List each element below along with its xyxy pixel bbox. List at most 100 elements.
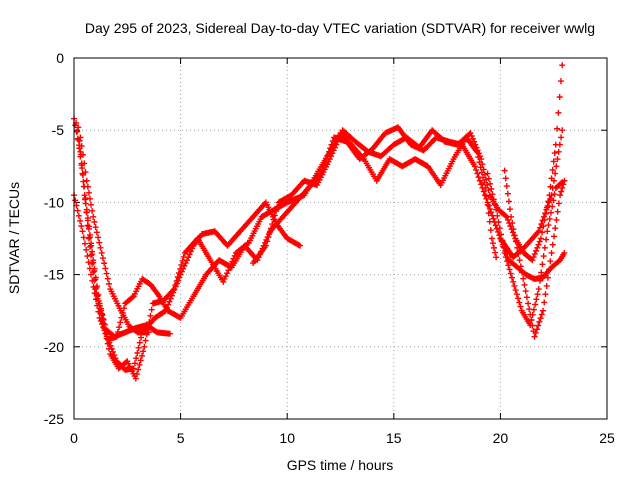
data-point	[489, 212, 496, 219]
data-point	[546, 192, 553, 199]
data-point	[138, 352, 145, 359]
plot-frame	[73, 57, 608, 420]
data-point	[100, 324, 107, 331]
data-point	[471, 163, 478, 170]
data-point	[549, 166, 556, 173]
data-point	[512, 238, 519, 245]
data-point	[102, 265, 109, 272]
data-point	[85, 225, 92, 232]
data-point	[540, 253, 547, 260]
data-point	[72, 197, 79, 204]
data-point	[274, 203, 281, 210]
x-axis-label: GPS time / hours	[287, 457, 394, 473]
data-point	[91, 290, 98, 297]
data-point	[494, 212, 501, 219]
data-point	[527, 322, 534, 329]
data-point	[91, 218, 98, 225]
data-point	[515, 250, 522, 257]
data-point	[477, 153, 484, 160]
data-point	[84, 253, 91, 260]
data-point	[106, 345, 113, 352]
data-point	[510, 226, 517, 233]
data-point	[534, 291, 541, 298]
data-point	[78, 143, 85, 150]
data-point	[558, 188, 565, 195]
data-point	[487, 227, 494, 234]
data-point	[173, 278, 180, 285]
data-point	[74, 207, 81, 214]
data-point	[478, 169, 485, 176]
data-point	[476, 159, 483, 166]
data-point	[86, 265, 93, 272]
data-point	[538, 269, 545, 276]
data-point	[514, 244, 521, 251]
data-point	[485, 202, 492, 209]
data-point	[505, 198, 512, 205]
data-point	[117, 319, 124, 326]
data-point	[88, 242, 95, 249]
data-point	[507, 270, 514, 277]
data-point	[148, 306, 155, 313]
data-point	[138, 334, 145, 341]
data-point	[331, 144, 338, 151]
data-point	[535, 322, 542, 329]
data-point	[129, 294, 136, 301]
data-point	[489, 240, 496, 247]
data-point	[554, 156, 561, 163]
data-point	[76, 137, 83, 144]
data-point	[559, 184, 566, 191]
data-point	[98, 307, 105, 314]
data-point	[100, 316, 107, 323]
data-point	[511, 232, 518, 239]
x-tick-label: 20	[493, 430, 509, 446]
data-point	[86, 234, 93, 241]
data-point	[478, 181, 485, 188]
y-axis-label: SDTVAR / TECUs	[6, 182, 22, 294]
data-point	[262, 242, 269, 249]
data-point	[94, 293, 101, 300]
data-point	[85, 189, 92, 196]
data-point	[83, 246, 90, 253]
data-point	[80, 178, 87, 185]
data-point	[473, 166, 480, 173]
data-point	[174, 274, 181, 281]
data-point	[472, 141, 479, 148]
data-point	[79, 151, 86, 158]
data-point	[83, 209, 90, 216]
data-point	[475, 150, 482, 157]
data-point	[114, 328, 121, 335]
data-point	[182, 260, 189, 267]
data-point	[296, 242, 303, 249]
data-point	[554, 125, 561, 132]
x-tick-label: 0	[70, 430, 78, 446]
data-point	[484, 181, 491, 188]
data-point	[543, 204, 550, 211]
data-point	[183, 257, 190, 264]
data-point	[541, 244, 548, 251]
data-point	[504, 254, 511, 261]
data-point	[180, 253, 187, 260]
data-point	[266, 229, 273, 236]
data-point	[265, 234, 272, 241]
data-point	[510, 278, 517, 285]
data-point	[499, 241, 506, 248]
data-point	[471, 138, 478, 145]
data-point	[561, 249, 568, 256]
data-point	[135, 366, 142, 373]
data-point	[91, 267, 98, 274]
data-point	[545, 198, 552, 205]
data-point	[531, 250, 538, 257]
data-point	[546, 199, 553, 206]
data-point	[481, 171, 488, 178]
data-point	[551, 150, 558, 157]
data-point	[559, 127, 566, 134]
data-point	[492, 249, 499, 256]
data-series	[497, 235, 568, 282]
data-point	[177, 265, 184, 272]
data-point	[503, 183, 510, 190]
data-point	[521, 281, 528, 288]
x-tick-label: 5	[177, 430, 185, 446]
data-point	[328, 153, 335, 160]
data-point	[99, 255, 106, 262]
data-point	[102, 330, 109, 337]
